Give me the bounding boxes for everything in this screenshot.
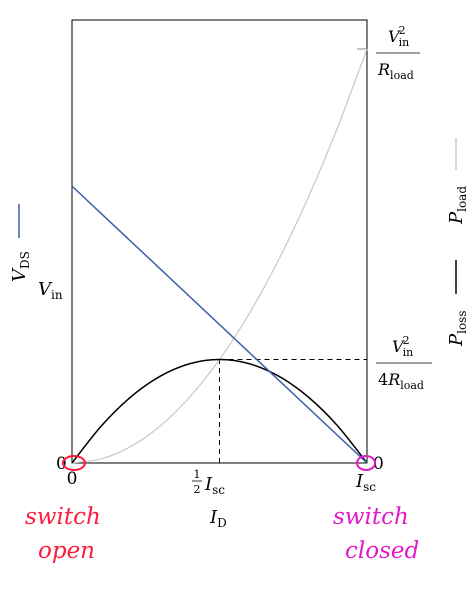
y-right-tick-quarter: V2 in 4Rload bbox=[376, 334, 432, 392]
y-left-tick-zero: 0 bbox=[56, 454, 67, 474]
x-axis-label: ID bbox=[209, 507, 227, 530]
switch-closed-line2: closed bbox=[345, 538, 419, 564]
max-denominator: Rload bbox=[377, 60, 414, 82]
vds-line bbox=[71, 185, 368, 464]
ploss-axis-label: Ploss bbox=[446, 260, 469, 347]
quarter-numerator: V2 in bbox=[392, 334, 413, 359]
pload-axis-label: Pload bbox=[446, 138, 469, 225]
switch-open-note: switch open bbox=[25, 504, 101, 564]
pload-label-text: Pload bbox=[446, 186, 469, 225]
switch-closed-marker bbox=[356, 455, 376, 471]
x-tick-half-den: 2 bbox=[194, 483, 201, 496]
y-left-tick-vin: Vin bbox=[38, 279, 63, 302]
switch-open-line2: open bbox=[38, 538, 95, 564]
pload-curve bbox=[71, 48, 368, 464]
switch-open-line1: switch bbox=[25, 504, 101, 530]
x-tick-isc: Isc bbox=[355, 471, 376, 494]
ploss-label-text: Ploss bbox=[446, 310, 469, 347]
switch-closed-line1: switch bbox=[333, 504, 409, 530]
y-right-tick-max: V2 in Rload bbox=[376, 24, 420, 82]
vds-label-text: VDS bbox=[9, 251, 32, 282]
quarter-denominator: 4Rload bbox=[378, 370, 424, 392]
switch-closed-note: switch closed bbox=[333, 504, 419, 564]
max-numerator: V2 in bbox=[388, 24, 409, 49]
x-tick-half-isc: 1 2 Isc bbox=[192, 468, 225, 497]
ploss-curve bbox=[71, 358, 368, 464]
peak-guides bbox=[219, 358, 367, 463]
y-right-tick-zero: 0 bbox=[373, 454, 384, 474]
y-left-axis-label: VDS bbox=[9, 204, 32, 282]
x-tick-half-num: 1 bbox=[194, 468, 201, 481]
x-tick-half-isc-label: Isc bbox=[204, 474, 225, 497]
switch-open-marker bbox=[62, 455, 86, 471]
x-tick-zero: 0 bbox=[67, 469, 78, 489]
